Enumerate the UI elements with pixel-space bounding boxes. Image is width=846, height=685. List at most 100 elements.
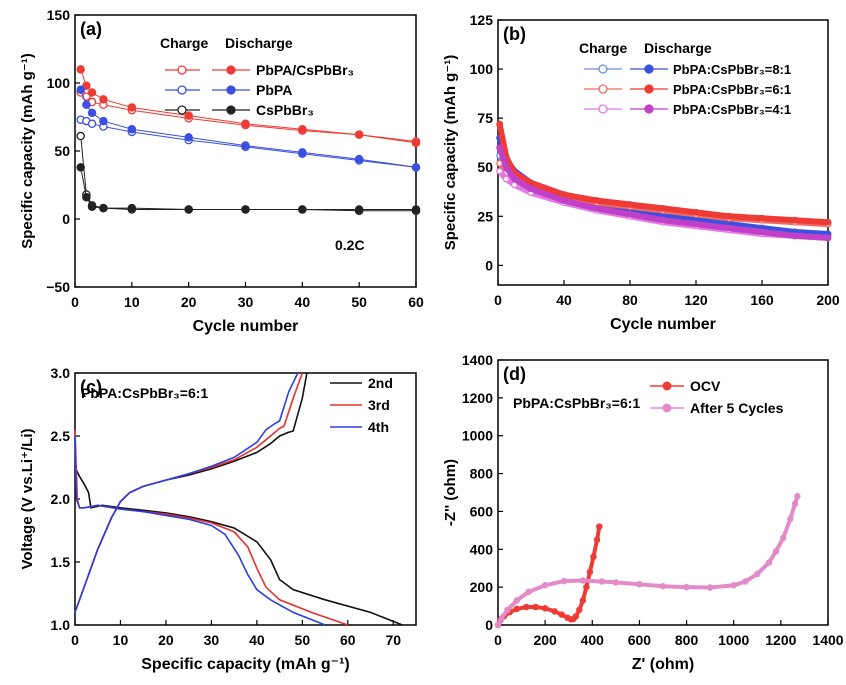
- legend-marker-charge: [177, 85, 187, 95]
- x-tick-label: 200: [533, 632, 557, 648]
- data-point: [354, 130, 364, 139]
- data-point: [502, 175, 510, 183]
- legend-header-discharge: Discharge: [225, 35, 293, 51]
- legend-marker-discharge: [644, 84, 654, 94]
- chart-title: PbPA:CsPbBr₃=6:1: [81, 385, 208, 401]
- data-point: [626, 210, 634, 218]
- data-point: [541, 582, 549, 589]
- x-tick-label: 80: [622, 292, 638, 308]
- data-point: [241, 119, 250, 129]
- rate-annotation: 0.2C: [335, 237, 365, 253]
- data-point: [527, 185, 535, 193]
- data-point: [593, 197, 601, 205]
- x-tick-label: 0: [494, 632, 502, 648]
- data-point: [758, 214, 766, 222]
- data-point: [82, 192, 91, 202]
- y-tick-label: 0: [485, 257, 493, 273]
- x-tick-label: 10: [113, 632, 129, 648]
- x-tick-label: 1200: [765, 632, 796, 648]
- y-tick-label: 2.0: [51, 491, 71, 507]
- data-point: [636, 581, 643, 588]
- legend-marker-charge: [598, 84, 608, 94]
- data-point: [579, 597, 587, 604]
- data-point: [76, 85, 85, 95]
- data-point: [184, 111, 193, 120]
- data-point: [496, 167, 504, 175]
- data-point: [579, 577, 587, 584]
- data-point: [411, 163, 421, 172]
- y-tick-label: 600: [470, 503, 494, 519]
- data-point: [742, 578, 749, 585]
- data-point: [706, 584, 714, 591]
- series-line: [74, 467, 403, 626]
- data-point: [494, 621, 502, 629]
- x-tick-label: 10: [124, 294, 140, 310]
- series-line: [496, 495, 800, 626]
- legend-marker-charge: [598, 104, 608, 114]
- y-tick-label: 200: [470, 579, 494, 595]
- data-point: [87, 108, 97, 118]
- legend-label: After 5 Cycles: [690, 400, 784, 416]
- data-point: [532, 603, 539, 611]
- data-point: [758, 228, 766, 236]
- series-line: [74, 435, 326, 626]
- x-tick-label: 50: [295, 632, 311, 648]
- data-point: [504, 606, 511, 614]
- data-point: [593, 204, 601, 212]
- panel-letter: (b): [503, 24, 526, 44]
- data-point: [241, 205, 250, 214]
- y-tick-label: 50: [54, 143, 70, 159]
- x-tick-label: 0: [71, 632, 79, 648]
- data-point: [298, 205, 307, 214]
- data-point: [791, 500, 799, 508]
- y-tick-label: 150: [47, 7, 71, 23]
- data-point: [576, 606, 583, 614]
- legend-label: PbPA/CsPbBr₃: [256, 62, 354, 78]
- x-tick-label: 30: [204, 632, 220, 648]
- legend-marker-charge: [177, 65, 187, 75]
- x-tick-label: 40: [295, 294, 311, 310]
- x-tick-label: 160: [750, 292, 774, 308]
- data-point: [241, 141, 250, 150]
- legend-label: PbPA: [256, 82, 292, 98]
- series-line: [80, 167, 416, 210]
- data-point: [498, 615, 505, 622]
- y-tick-label: 800: [470, 466, 494, 482]
- panel-letter: (a): [80, 19, 102, 39]
- data-point: [87, 202, 97, 212]
- panel-letter: (c): [80, 377, 102, 397]
- data-point: [787, 515, 794, 523]
- x-tick-label: 40: [249, 632, 265, 648]
- y-axis-label: -Z'' (ohm): [442, 459, 459, 526]
- x-tick-label: 60: [340, 632, 356, 648]
- y-tick-label: 1000: [462, 428, 493, 444]
- legend-label: PbPA:CsPbBr₃=8:1: [673, 62, 791, 77]
- x-tick-label: 30: [238, 294, 254, 310]
- legend-marker: [662, 381, 672, 391]
- data-point: [598, 578, 605, 585]
- chart-panel-d: 0 200 400 600 800 1000 1200 1400 0 200 400 600 800 10…: [442, 352, 844, 673]
- y-tick-label: 1200: [462, 390, 493, 406]
- data-point: [593, 536, 601, 544]
- y-tick-label: 1.0: [51, 617, 71, 633]
- x-tick-label: 1400: [812, 632, 843, 648]
- data-point: [525, 588, 532, 596]
- data-point: [76, 131, 85, 141]
- legend-label: OCV: [690, 378, 721, 394]
- data-point: [99, 203, 108, 213]
- y-axis-label: Specific capacity (mAh g⁻¹): [442, 55, 459, 250]
- data-point: [184, 205, 193, 214]
- data-point: [754, 570, 761, 578]
- x-tick-label: 50: [351, 294, 367, 310]
- data-point: [794, 493, 801, 500]
- x-tick-label: 60: [408, 294, 424, 310]
- x-tick-label: 200: [816, 292, 840, 308]
- plot-frame: [497, 359, 829, 626]
- y-tick-label: 75: [477, 110, 493, 126]
- legend-header-discharge: Discharge: [644, 40, 712, 56]
- data-point: [511, 175, 518, 183]
- y-tick-label: 2.5: [51, 428, 71, 444]
- legend-label: 2nd: [368, 375, 393, 391]
- series-line: [74, 372, 299, 613]
